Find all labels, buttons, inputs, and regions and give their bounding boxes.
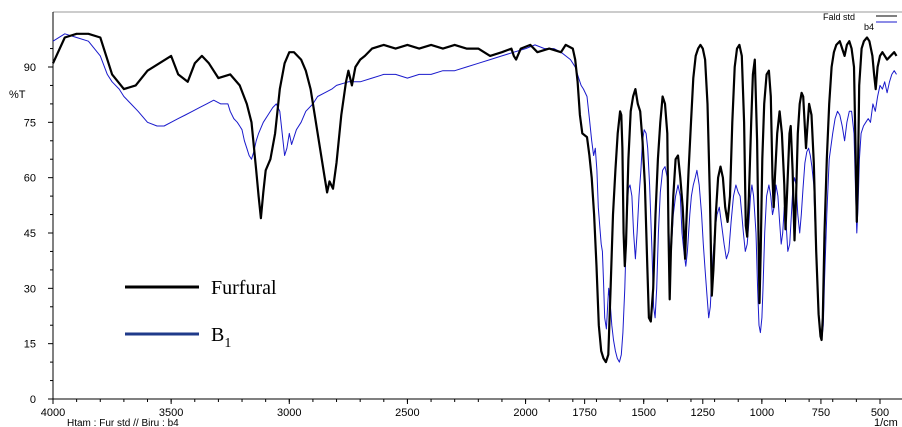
small-legend-b4-label: b4 bbox=[864, 22, 874, 32]
x-tick-label: 500 bbox=[871, 407, 889, 419]
y-tick-label: 15 bbox=[24, 339, 36, 351]
series-b1-line bbox=[52, 33, 897, 363]
x-axis-label: 1/cm bbox=[874, 417, 898, 427]
x-tick-label: 3500 bbox=[159, 407, 183, 419]
legend-furfural-label: Furfural bbox=[211, 277, 277, 299]
y-tick-label: 90 bbox=[24, 62, 36, 74]
legend-b1-main: B bbox=[211, 324, 224, 346]
x-tick-label: 4000 bbox=[41, 407, 65, 419]
x-tick-label: 3000 bbox=[277, 407, 301, 419]
y-tick-label: 30 bbox=[24, 283, 36, 295]
y-axis-label: %T bbox=[9, 89, 26, 101]
y-axis-ticks: 0 15 30 45 60 75 90 bbox=[24, 48, 53, 406]
y-tick-label: 0 bbox=[30, 394, 36, 406]
x-axis-ticks: 4000 3500 3000 2500 2000 1750 1500 1250 1000 750 5… bbox=[41, 399, 889, 419]
small-legend: Fald std b4 bbox=[823, 12, 897, 32]
legend-b1-subscript: 1 bbox=[224, 336, 231, 351]
y-tick-label: 60 bbox=[24, 173, 36, 185]
y-tick-label: 45 bbox=[24, 228, 36, 240]
small-legend-fald-label: Fald std bbox=[823, 12, 855, 22]
x-tick-label: 750 bbox=[812, 407, 830, 419]
x-tick-label: 1000 bbox=[750, 407, 774, 419]
y-tick-label: 75 bbox=[24, 117, 36, 129]
spectrum-series bbox=[51, 32, 898, 364]
legend-b1-label: B1 bbox=[211, 324, 231, 351]
x-tick-label: 2000 bbox=[513, 407, 537, 419]
main-legend: Furfural B1 bbox=[125, 277, 277, 351]
x-tick-label: 2500 bbox=[395, 407, 419, 419]
x-tick-label: 1500 bbox=[631, 407, 655, 419]
footer-caption: Htam : Fur std // Biru : b4 bbox=[67, 418, 179, 427]
series-furfural-line bbox=[51, 32, 898, 364]
x-tick-label: 1750 bbox=[572, 407, 596, 419]
x-tick-label: 1250 bbox=[691, 407, 715, 419]
